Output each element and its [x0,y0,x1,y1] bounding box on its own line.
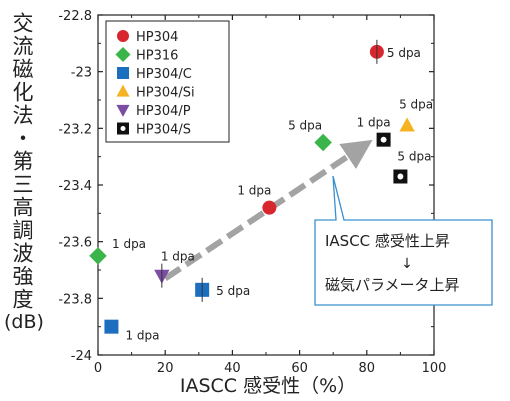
x-tick-label: 0 [94,361,102,376]
legend-marker-hp304-s [117,122,129,135]
point-label: 1 dpa [357,116,391,130]
x-tick-label: 40 [224,361,241,376]
point-hp304-c [104,319,119,334]
legend-label: HP304/Si [136,86,195,101]
point-hp304 [262,200,277,215]
legend-box [105,20,230,143]
y-tick-label: -23.6 [58,236,92,251]
point-hp304-s [393,169,408,184]
point-label: 5 dpa [399,98,433,112]
x-axis-title: IASCC 感受性（%） [180,375,356,397]
point-hp316 [89,247,107,265]
y-axis-unit: (dB) [4,311,44,333]
legend-label: HP304/P [136,104,191,119]
legend-marker-hp316 [115,47,131,62]
legend-marker-hp304-p [116,104,130,117]
point-hp304-si [399,117,415,132]
y-tick-label: -23.4 [58,179,92,194]
x-tick-label: 80 [359,361,376,376]
legend-marker-hp304 [117,30,129,42]
callout-line1: IASCC 感受性上昇 [325,232,450,250]
legend-label: HP316 [136,49,178,64]
x-tick-label: 100 [422,361,447,376]
point-hp316 [314,133,332,152]
point-label: 5 dpa [288,119,322,133]
legend-label: HP304 [136,30,178,45]
point-label: 5 dpa [387,46,421,60]
y-tick-label: -23.2 [58,122,92,137]
point-hp304-s-hole [380,136,387,143]
point-label: 1 dpa [161,250,195,264]
y-tick-label: -22.8 [58,9,92,24]
point-hp304-s [376,132,391,147]
legend-label: HP304/S [136,123,191,138]
y-tick-label: -24 [71,349,92,364]
point-label: 1 dpa [112,237,146,251]
y-axis-title: 交流磁化法・第三高調波強度 [10,12,34,311]
point-label: 5 dpa [397,150,431,164]
callout-box [314,175,493,306]
legend-marker-hp304-si [116,84,130,97]
point-label: 1 dpa [237,184,271,198]
x-tick-label: 20 [157,361,174,376]
callout-arrow: ↓ [401,256,413,272]
x-tick-label: 60 [291,361,308,376]
y-tick-label: -23.8 [58,292,92,307]
point-label: 5 dpa [216,284,250,298]
y-axis-label: 交流磁化法・第三高調波強度 (dB) [4,12,44,333]
y-tick-label: -23 [71,66,92,81]
legend-marker-hp304-s-hole [120,125,126,132]
trend-arrow [163,139,373,281]
point-hp304-s-hole [397,173,404,180]
legend-marker-hp304-c [117,67,129,79]
point-label: 1 dpa [125,329,159,343]
callout-line2: 磁気パラメータ上昇 [325,276,460,294]
legend-label: HP304/C [136,67,192,82]
